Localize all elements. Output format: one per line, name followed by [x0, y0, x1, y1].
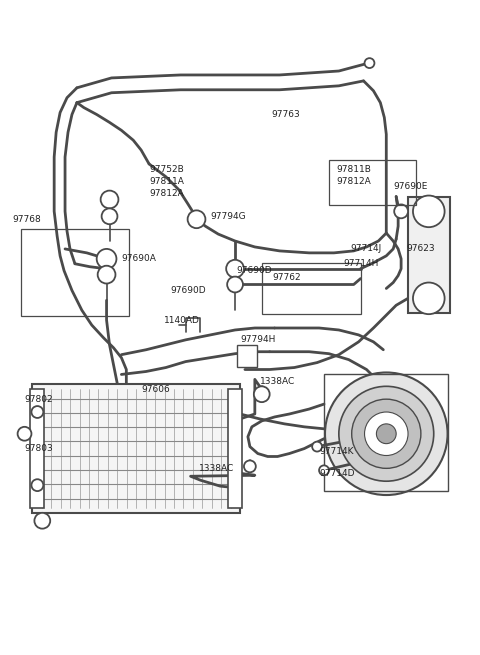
- Bar: [237, 345, 257, 367]
- Text: 97762: 97762: [273, 273, 301, 282]
- Circle shape: [364, 58, 374, 68]
- Text: 97623: 97623: [406, 244, 435, 253]
- Text: 1338AC: 1338AC: [260, 377, 295, 386]
- Circle shape: [32, 479, 43, 491]
- Bar: [33, 384, 240, 513]
- Text: 97690D: 97690D: [171, 286, 206, 295]
- Circle shape: [18, 427, 32, 441]
- Circle shape: [254, 386, 270, 402]
- Circle shape: [376, 424, 396, 443]
- Text: 97794G: 97794G: [210, 212, 246, 221]
- Circle shape: [101, 191, 119, 208]
- Text: 97606: 97606: [141, 384, 170, 394]
- Text: 97763: 97763: [272, 110, 300, 119]
- Text: 97802: 97802: [24, 395, 53, 403]
- Text: 1140AD: 1140AD: [164, 316, 200, 325]
- Circle shape: [352, 399, 421, 468]
- Circle shape: [413, 196, 444, 227]
- Text: 97812A: 97812A: [149, 189, 184, 198]
- Text: 97803: 97803: [24, 444, 53, 453]
- Circle shape: [244, 460, 256, 472]
- Bar: [21, 229, 129, 316]
- Text: 97690E: 97690E: [393, 182, 428, 191]
- Bar: [329, 160, 416, 206]
- Circle shape: [339, 386, 434, 481]
- Circle shape: [97, 266, 116, 284]
- Circle shape: [188, 210, 205, 228]
- Circle shape: [102, 208, 118, 224]
- Circle shape: [394, 204, 408, 218]
- Circle shape: [226, 260, 244, 278]
- Text: 97811B: 97811B: [337, 165, 372, 174]
- Circle shape: [227, 276, 243, 292]
- Text: 97714J: 97714J: [351, 244, 382, 253]
- Text: 97768: 97768: [12, 215, 41, 224]
- Circle shape: [364, 412, 408, 455]
- Bar: [262, 263, 360, 314]
- Text: 97752B: 97752B: [149, 165, 184, 174]
- Circle shape: [32, 406, 43, 418]
- Circle shape: [96, 249, 117, 269]
- Circle shape: [319, 466, 329, 476]
- Circle shape: [312, 441, 322, 451]
- Text: 97714H: 97714H: [344, 259, 379, 269]
- Text: 97794H: 97794H: [240, 335, 276, 345]
- Circle shape: [35, 513, 50, 529]
- Bar: [408, 196, 450, 313]
- Text: 97811A: 97811A: [149, 178, 184, 186]
- Text: 97714K: 97714K: [319, 447, 354, 456]
- Text: 1338AC: 1338AC: [199, 464, 234, 473]
- Bar: [30, 389, 44, 508]
- Circle shape: [325, 373, 447, 495]
- Text: 97690A: 97690A: [121, 254, 156, 263]
- Text: 97714D: 97714D: [319, 469, 355, 477]
- Bar: [228, 389, 242, 508]
- Bar: [324, 375, 447, 491]
- Text: 97812A: 97812A: [337, 178, 372, 186]
- Text: 97690D: 97690D: [236, 266, 272, 275]
- Circle shape: [413, 282, 444, 314]
